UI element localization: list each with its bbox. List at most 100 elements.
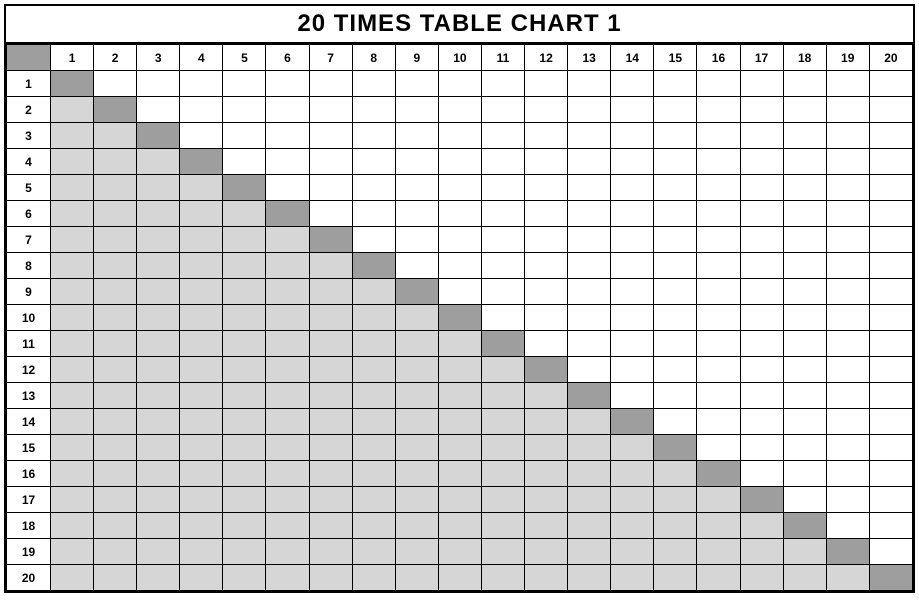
- cell: [94, 123, 137, 149]
- cell: [180, 487, 223, 513]
- cell: [525, 71, 568, 97]
- cell: [137, 227, 180, 253]
- cell: [826, 565, 869, 591]
- cell: [352, 513, 395, 539]
- cell: [611, 201, 654, 227]
- cell: [51, 227, 94, 253]
- cell: [826, 409, 869, 435]
- row-header: 13: [7, 383, 51, 409]
- cell: [266, 539, 309, 565]
- cell: [395, 565, 438, 591]
- cell: [223, 565, 266, 591]
- cell: [740, 435, 783, 461]
- cell: [94, 227, 137, 253]
- col-header: 17: [740, 45, 783, 71]
- cell: [180, 227, 223, 253]
- cell: [266, 487, 309, 513]
- table-row: 3: [7, 123, 913, 149]
- row-header: 10: [7, 305, 51, 331]
- cell: [611, 435, 654, 461]
- cell: [395, 383, 438, 409]
- cell: [309, 123, 352, 149]
- cell: [438, 357, 481, 383]
- cell: [94, 565, 137, 591]
- cell: [481, 461, 524, 487]
- cell: [783, 435, 826, 461]
- col-header: 18: [783, 45, 826, 71]
- cell: [395, 435, 438, 461]
- cell: [51, 539, 94, 565]
- chart-title: 20 TIMES TABLE CHART 1: [6, 6, 913, 44]
- cell: [783, 513, 826, 539]
- cell: [568, 279, 611, 305]
- cell: [223, 383, 266, 409]
- cell: [568, 383, 611, 409]
- cell: [697, 123, 740, 149]
- cell: [611, 383, 654, 409]
- cell: [783, 305, 826, 331]
- cell: [180, 201, 223, 227]
- cell: [137, 331, 180, 357]
- cell: [94, 253, 137, 279]
- row-header: 12: [7, 357, 51, 383]
- cell: [51, 409, 94, 435]
- cell: [826, 435, 869, 461]
- cell: [352, 305, 395, 331]
- cell: [783, 331, 826, 357]
- cell: [395, 331, 438, 357]
- cell: [180, 305, 223, 331]
- cell: [395, 227, 438, 253]
- cell: [223, 279, 266, 305]
- cell: [525, 201, 568, 227]
- cell: [309, 409, 352, 435]
- cell: [697, 71, 740, 97]
- cell: [309, 331, 352, 357]
- cell: [309, 201, 352, 227]
- cell: [137, 383, 180, 409]
- cell: [697, 565, 740, 591]
- cell: [395, 357, 438, 383]
- cell: [266, 331, 309, 357]
- cell: [352, 123, 395, 149]
- cell: [740, 305, 783, 331]
- cell: [438, 331, 481, 357]
- cell: [94, 487, 137, 513]
- cell: [568, 149, 611, 175]
- cell: [481, 435, 524, 461]
- row-header: 7: [7, 227, 51, 253]
- col-header: 6: [266, 45, 309, 71]
- cell: [568, 409, 611, 435]
- cell: [481, 71, 524, 97]
- cell: [869, 279, 912, 305]
- cell: [654, 461, 697, 487]
- cell: [180, 279, 223, 305]
- cell: [94, 175, 137, 201]
- cell: [94, 435, 137, 461]
- cell: [266, 253, 309, 279]
- cell: [783, 71, 826, 97]
- cell: [481, 409, 524, 435]
- cell: [525, 123, 568, 149]
- cell: [223, 305, 266, 331]
- row-header: 5: [7, 175, 51, 201]
- cell: [568, 175, 611, 201]
- col-header: 5: [223, 45, 266, 71]
- cell: [137, 565, 180, 591]
- cell: [654, 487, 697, 513]
- cell: [611, 409, 654, 435]
- cell: [869, 435, 912, 461]
- cell: [869, 539, 912, 565]
- cell: [51, 149, 94, 175]
- cell: [438, 409, 481, 435]
- table-row: 11: [7, 331, 913, 357]
- cell: [826, 513, 869, 539]
- cell: [525, 409, 568, 435]
- cell: [697, 331, 740, 357]
- cell: [223, 331, 266, 357]
- cell: [438, 461, 481, 487]
- cell: [94, 305, 137, 331]
- cell: [481, 175, 524, 201]
- cell: [611, 175, 654, 201]
- cell: [223, 149, 266, 175]
- cell: [481, 565, 524, 591]
